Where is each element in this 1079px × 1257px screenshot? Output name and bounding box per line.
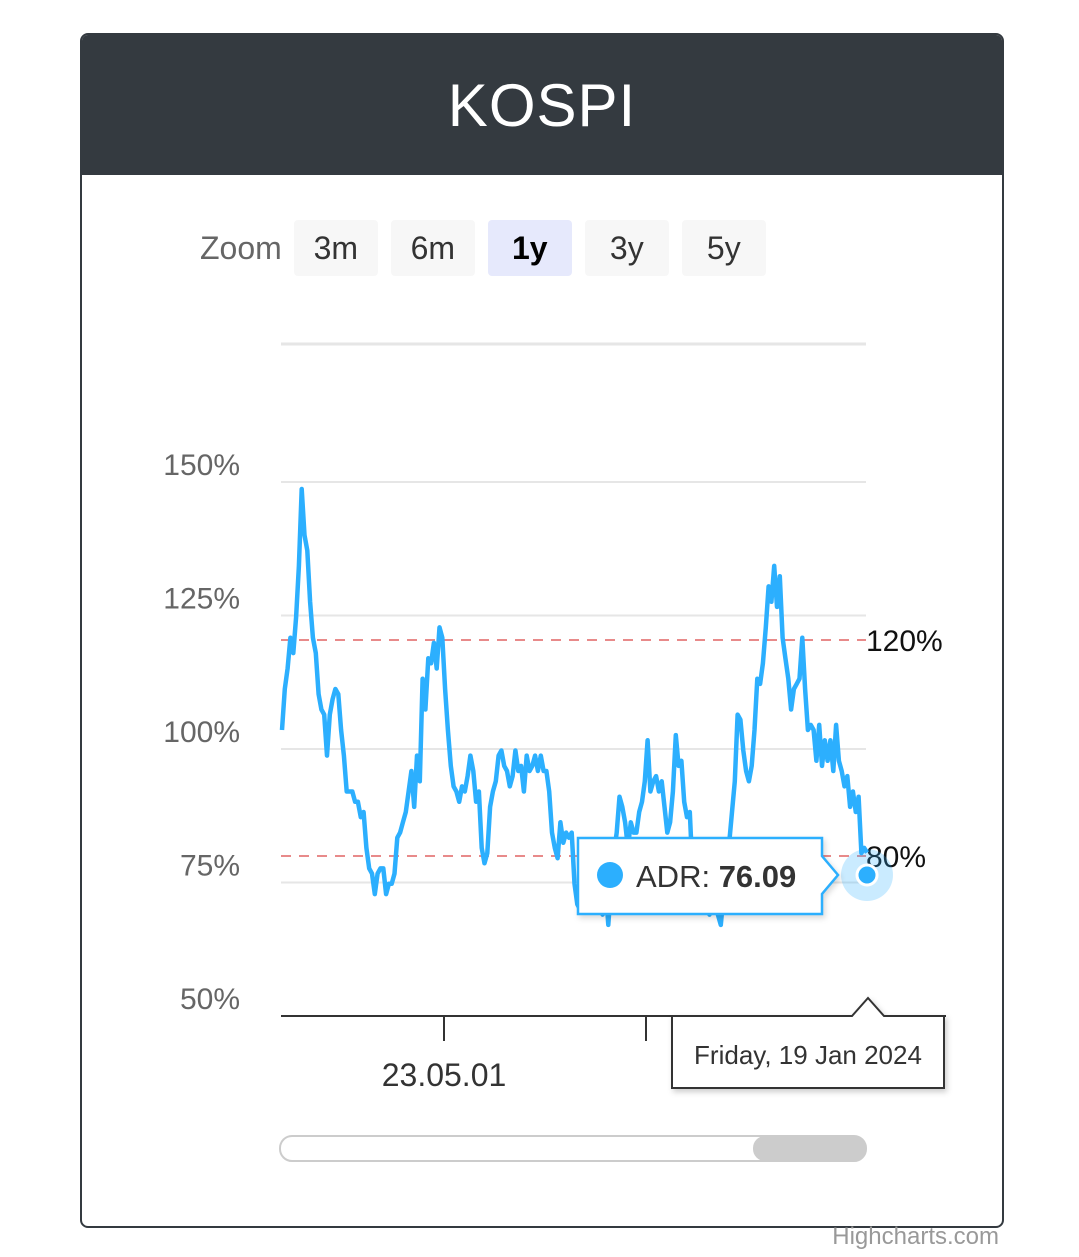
date-tooltip-text: Friday, 19 Jan 2024 xyxy=(694,1040,922,1070)
highcharts-credit-link[interactable]: Highcharts.com xyxy=(832,1223,999,1250)
tooltip-series-name: ADR: xyxy=(636,859,719,894)
card-title: KOSPI xyxy=(447,71,637,139)
zoom-label: Zoom xyxy=(200,229,282,266)
scrollbar-thumb[interactable] xyxy=(753,1136,866,1161)
zoom-3m-button[interactable]: 3m xyxy=(293,220,378,276)
adr-series-line xyxy=(279,486,869,928)
zoom-6m-button[interactable]: 6m xyxy=(390,220,475,276)
y-tick-label: 50% xyxy=(180,983,240,1016)
zoom-5y-button[interactable]: 5y xyxy=(681,220,766,276)
date-tooltip-box xyxy=(671,996,945,1089)
card-header: KOSPI xyxy=(82,35,1002,175)
tooltip-box xyxy=(576,836,840,916)
x-tick-label: 23.05.01 xyxy=(382,1057,507,1093)
zoom-1y-button[interactable]: 1y xyxy=(487,220,572,276)
data-point[interactable] xyxy=(855,863,879,887)
y-tick-label: 125% xyxy=(163,583,240,616)
zoom-selector: Zoom 3m 6m 1y 3y 5y xyxy=(200,220,779,276)
y-tick-label: 150% xyxy=(163,449,240,482)
tooltip-text: ADR: 76.09 xyxy=(636,859,796,894)
plot-line-label-120: 120% xyxy=(866,625,943,658)
tooltip-value: 76.09 xyxy=(719,859,797,894)
tooltip-series-marker xyxy=(597,862,623,888)
y-tick-label: 100% xyxy=(163,716,240,749)
y-tick-label: 75% xyxy=(180,850,240,883)
zoom-3y-button[interactable]: 3y xyxy=(584,220,669,276)
